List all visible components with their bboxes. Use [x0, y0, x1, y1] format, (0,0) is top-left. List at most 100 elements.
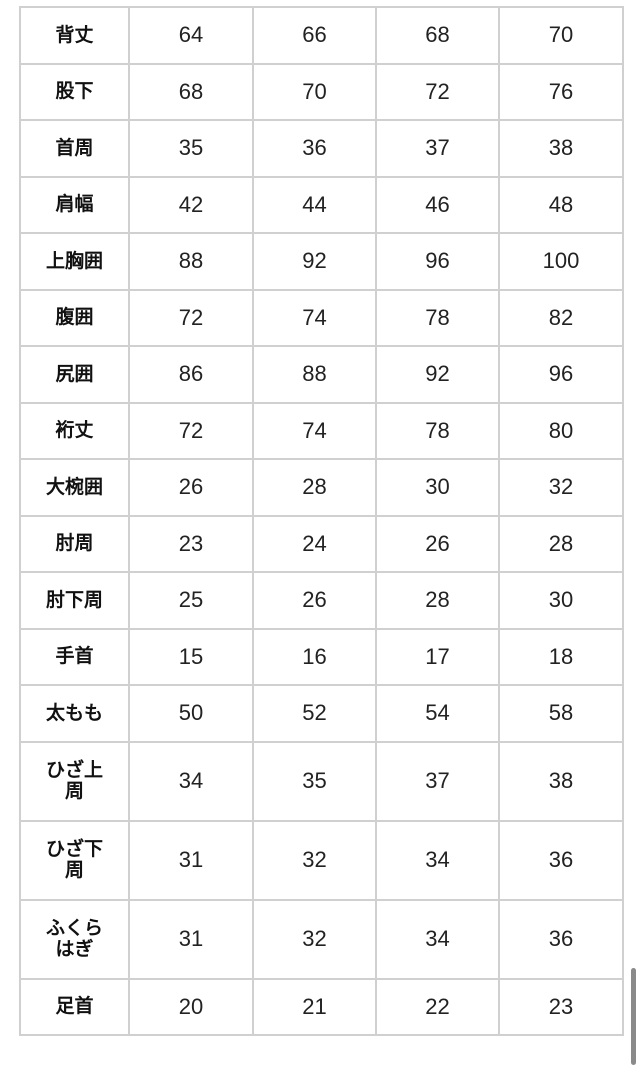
row-label: 肘周 [19, 514, 130, 573]
table-cell: 22 [375, 977, 500, 1036]
row-label-text: 股下 [55, 80, 94, 103]
table-cell: 35 [252, 740, 377, 822]
row-label-text: 首周 [55, 136, 94, 159]
table-cell: 74 [252, 288, 377, 347]
row-label-text: 上胸囲 [45, 249, 103, 272]
table-cell: 23 [128, 514, 254, 573]
table-row: 足首 20 21 22 23 [19, 977, 624, 1036]
table-row: 肩幅 42 44 46 48 [19, 175, 624, 234]
size-table: 背丈 64 66 68 70 股下 68 70 72 76 首周 35 36 37 38 肩幅 42 44 46 48… [19, 6, 624, 1036]
table-row: 肘周 23 24 26 28 [19, 514, 624, 573]
table-cell: 42 [128, 175, 254, 234]
table-cell: 96 [375, 232, 500, 291]
row-label: 腹囲 [19, 288, 130, 347]
table-row: 腹囲 72 74 78 82 [19, 288, 624, 347]
table-cell: 32 [498, 458, 624, 517]
row-label: ふくらはぎ [19, 898, 130, 980]
row-label-text: 肩幅 [55, 193, 94, 216]
row-label-text: 肘下周 [45, 588, 103, 611]
table-cell: 16 [252, 627, 377, 686]
table-row: 手首 15 16 17 18 [19, 627, 624, 686]
table-cell: 31 [128, 819, 254, 901]
table-cell: 30 [498, 571, 624, 630]
table-cell: 44 [252, 175, 377, 234]
row-label: ひざ下周 [19, 819, 130, 901]
row-label: 手首 [19, 627, 130, 686]
table-cell: 52 [252, 684, 377, 743]
row-label-text: 背丈 [55, 23, 94, 46]
table-cell: 17 [375, 627, 500, 686]
table-cell: 37 [375, 740, 500, 822]
table-row: 上胸囲 88 92 96 100 [19, 232, 624, 291]
table-cell: 72 [128, 401, 254, 460]
table-cell: 36 [498, 819, 624, 901]
row-label: 裄丈 [19, 401, 130, 460]
table-cell: 70 [252, 62, 377, 121]
row-label-text: 裄丈 [55, 419, 94, 442]
table-cell: 34 [375, 898, 500, 980]
table-cell: 48 [498, 175, 624, 234]
row-label: 股下 [19, 62, 130, 121]
table-cell: 38 [498, 119, 624, 178]
table-cell: 18 [498, 627, 624, 686]
table-cell: 32 [252, 898, 377, 980]
table-row: 肘下周 25 26 28 30 [19, 571, 624, 630]
table-cell: 32 [252, 819, 377, 901]
table-cell: 74 [252, 401, 377, 460]
row-label-text: 肘周 [55, 532, 94, 555]
table-cell: 58 [498, 684, 624, 743]
table-row: 大椀囲 26 28 30 32 [19, 458, 624, 517]
row-label: 肘下周 [19, 571, 130, 630]
table-cell: 37 [375, 119, 500, 178]
table-cell: 34 [128, 740, 254, 822]
vertical-scrollbar[interactable] [631, 968, 636, 1065]
table-cell: 72 [375, 62, 500, 121]
table-cell: 28 [498, 514, 624, 573]
table-cell: 88 [252, 345, 377, 404]
row-label: 大椀囲 [19, 458, 130, 517]
row-label: 足首 [19, 977, 130, 1036]
table-cell: 70 [498, 6, 624, 65]
table-cell: 68 [128, 62, 254, 121]
row-label-text: ひざ下周 [45, 838, 103, 881]
table-cell: 96 [498, 345, 624, 404]
table-cell: 78 [375, 288, 500, 347]
row-label: 尻囲 [19, 345, 130, 404]
table-row: ひざ上周 34 35 37 38 [19, 740, 624, 822]
table-cell: 76 [498, 62, 624, 121]
row-label: 背丈 [19, 6, 130, 65]
row-label: 太もも [19, 684, 130, 743]
table-cell: 82 [498, 288, 624, 347]
table-cell: 23 [498, 977, 624, 1036]
row-label-text: 大椀囲 [45, 475, 103, 498]
table-row: 太もも 50 52 54 58 [19, 684, 624, 743]
table-cell: 92 [375, 345, 500, 404]
table-cell: 31 [128, 898, 254, 980]
row-label-text: 手首 [55, 645, 94, 668]
table-row: 首周 35 36 37 38 [19, 119, 624, 178]
table-cell: 35 [128, 119, 254, 178]
table-cell: 100 [498, 232, 624, 291]
table-cell: 80 [498, 401, 624, 460]
table-cell: 78 [375, 401, 500, 460]
table-cell: 50 [128, 684, 254, 743]
table-cell: 24 [252, 514, 377, 573]
table-cell: 28 [252, 458, 377, 517]
row-label-text: ふくらはぎ [45, 917, 103, 960]
table-cell: 26 [128, 458, 254, 517]
row-label-text: ひざ上周 [45, 759, 103, 802]
table-cell: 72 [128, 288, 254, 347]
table-row: ひざ下周 31 32 34 36 [19, 819, 624, 901]
table-cell: 64 [128, 6, 254, 65]
row-label-text: 太もも [45, 701, 103, 724]
table-cell: 30 [375, 458, 500, 517]
table-row: 尻囲 86 88 92 96 [19, 345, 624, 404]
table-cell: 36 [498, 898, 624, 980]
table-cell: 28 [375, 571, 500, 630]
row-label-text: 尻囲 [55, 362, 94, 385]
table-cell: 26 [252, 571, 377, 630]
table-cell: 15 [128, 627, 254, 686]
table-cell: 20 [128, 977, 254, 1036]
table-cell: 86 [128, 345, 254, 404]
table-row: 裄丈 72 74 78 80 [19, 401, 624, 460]
